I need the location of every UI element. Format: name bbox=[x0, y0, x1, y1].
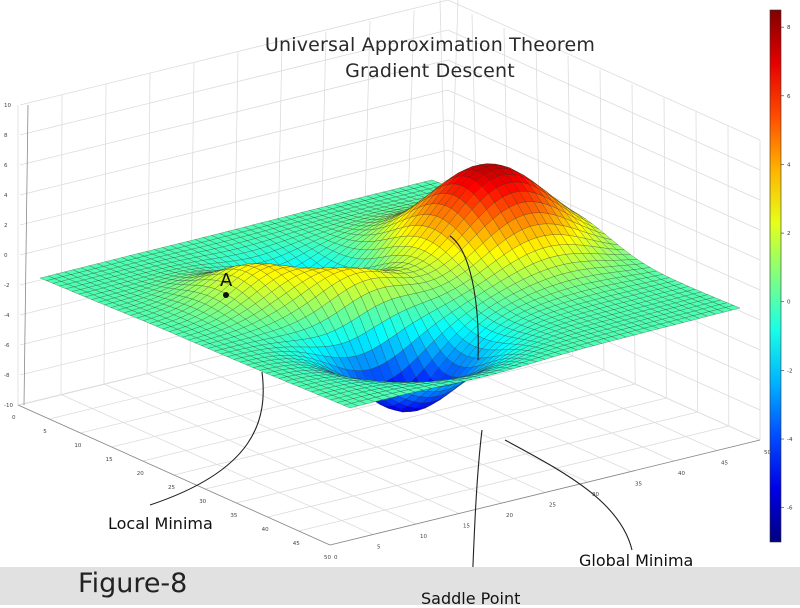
colorbar-tick: -2 bbox=[787, 368, 792, 374]
local-minima-label: Local Minima bbox=[108, 514, 213, 533]
y-tick: 25 bbox=[168, 485, 175, 491]
colorbar bbox=[770, 10, 784, 542]
y-tick: 5 bbox=[43, 429, 47, 435]
x-tick: 30 bbox=[592, 492, 599, 498]
z-tick: -10 bbox=[4, 403, 13, 409]
y-tick: 15 bbox=[106, 457, 113, 463]
colorbar-tick: 2 bbox=[787, 231, 791, 237]
x-tick: 5 bbox=[377, 545, 381, 551]
colorbar-tick: -6 bbox=[787, 506, 793, 512]
y-tick: 35 bbox=[230, 513, 237, 519]
colorbar-tick: 6 bbox=[787, 94, 791, 100]
colorbar-tick: 4 bbox=[787, 162, 791, 168]
z-tick: 4 bbox=[4, 193, 8, 199]
x-tick: 25 bbox=[549, 503, 556, 509]
x-tick: 20 bbox=[506, 513, 513, 519]
z-tick: 2 bbox=[4, 223, 8, 229]
y-tick: 45 bbox=[293, 541, 300, 547]
x-tick: 10 bbox=[420, 534, 427, 540]
colorbar-tick: -4 bbox=[787, 437, 793, 443]
z-tick: 10 bbox=[4, 103, 11, 109]
x-tick: 50 bbox=[764, 450, 771, 456]
chart-subtitle: Gradient Descent bbox=[0, 60, 800, 82]
y-tick: 10 bbox=[74, 443, 81, 449]
y-tick: 40 bbox=[262, 527, 269, 533]
z-tick: 0 bbox=[4, 253, 8, 259]
x-tick: 0 bbox=[334, 555, 338, 561]
global-minima-label: Global Minima bbox=[579, 551, 693, 570]
z-tick: -8 bbox=[4, 373, 10, 379]
z-tick: 6 bbox=[4, 163, 8, 169]
z-tick: 8 bbox=[4, 133, 8, 139]
z-tick: -2 bbox=[4, 283, 9, 289]
y-tick: 50 bbox=[324, 555, 331, 561]
z-tick: -4 bbox=[4, 313, 10, 319]
figure-label: Figure-8 bbox=[78, 568, 187, 599]
y-tick: 0 bbox=[12, 415, 16, 421]
x-tick: 15 bbox=[463, 524, 470, 530]
chart-title: Universal Approximation Theorem bbox=[0, 34, 800, 56]
x-tick: 45 bbox=[721, 461, 728, 467]
x-tick: 35 bbox=[635, 482, 642, 488]
colorbar-tick: 8 bbox=[787, 25, 791, 31]
saddle-point-label: Saddle Point bbox=[421, 589, 520, 608]
y-tick: 30 bbox=[199, 499, 206, 505]
point-label: A bbox=[220, 270, 232, 291]
x-tick: 40 bbox=[678, 471, 685, 477]
y-tick: 20 bbox=[137, 471, 144, 477]
colorbar-tick: 0 bbox=[787, 300, 791, 306]
z-tick: -6 bbox=[4, 343, 10, 349]
